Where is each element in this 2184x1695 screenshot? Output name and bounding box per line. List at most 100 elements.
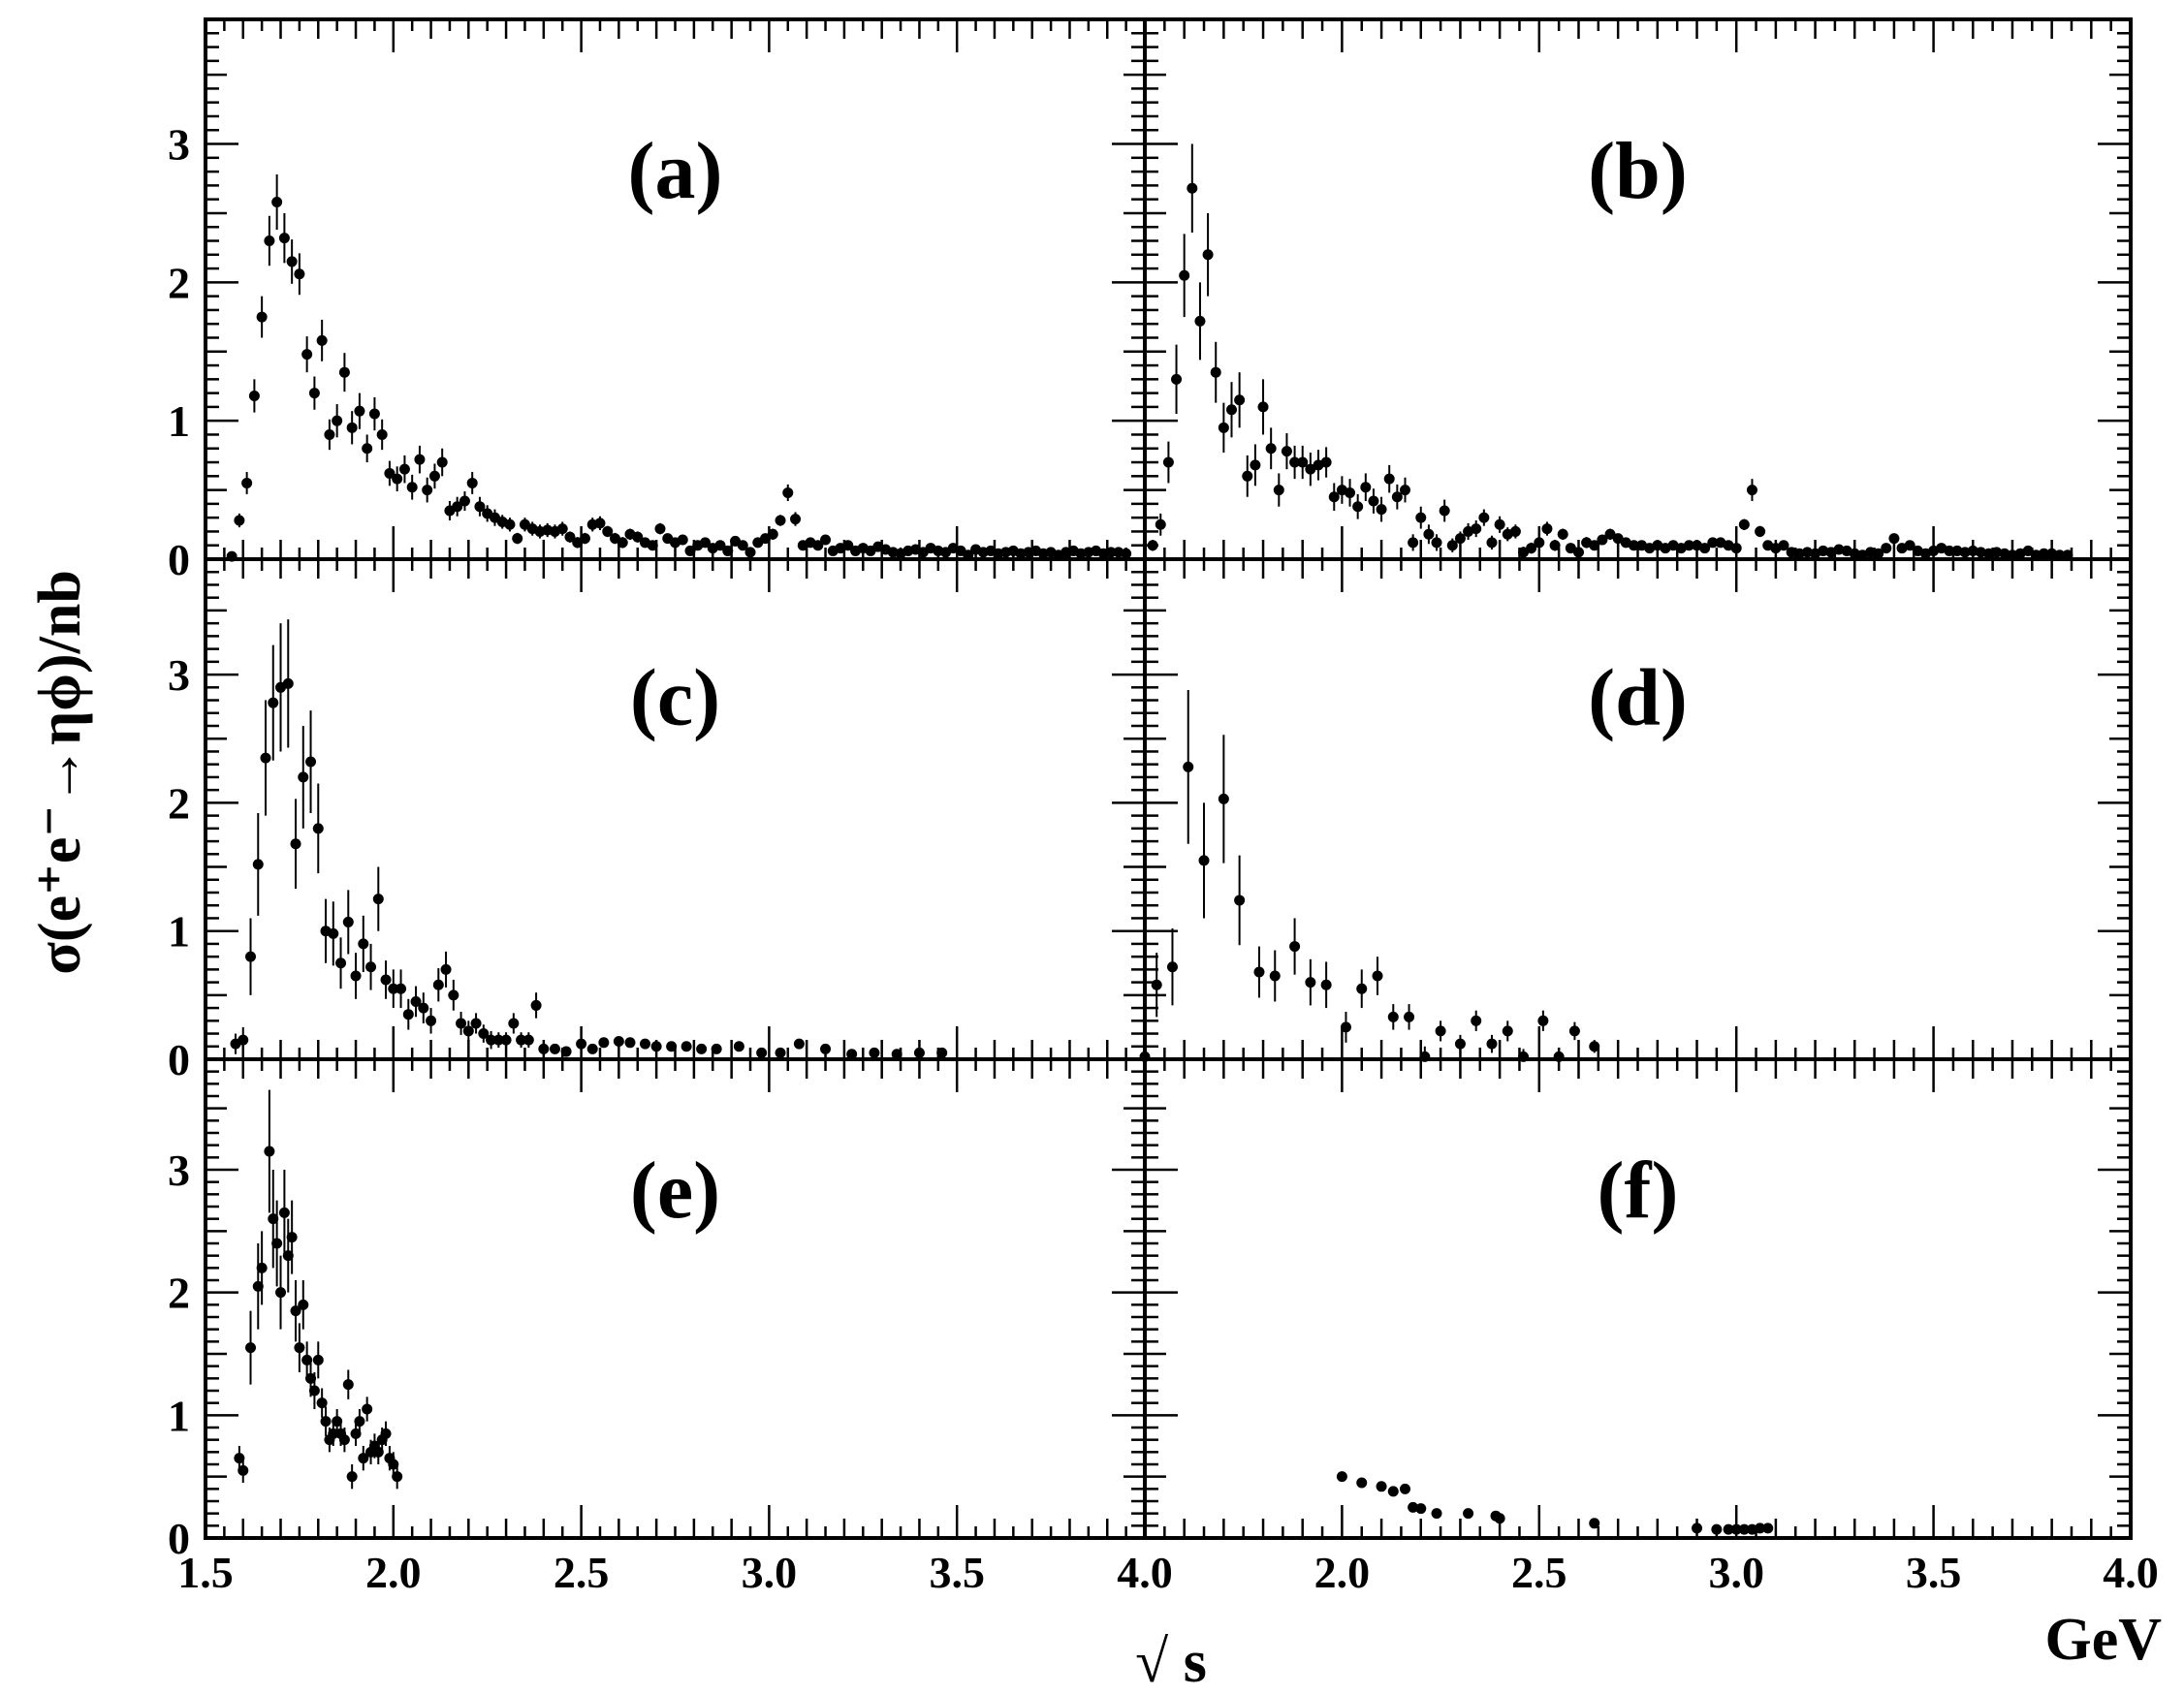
data-point <box>305 756 317 768</box>
data-point <box>392 473 403 485</box>
data-point <box>278 233 290 244</box>
y-tick-label: 3 <box>168 1146 190 1195</box>
data-point <box>237 1464 249 1476</box>
data-point <box>1162 456 1174 468</box>
data-point <box>308 1385 320 1397</box>
data-point <box>402 1009 414 1020</box>
data-point <box>462 1025 474 1037</box>
data-point <box>1967 545 1978 556</box>
data-point <box>1486 537 1498 549</box>
data-point <box>1404 1011 1415 1022</box>
data-point <box>1628 540 1639 551</box>
data-point <box>1399 485 1410 496</box>
data-point <box>338 366 350 378</box>
data-point <box>410 995 422 1007</box>
panel-frame <box>204 1057 1147 1540</box>
data-point <box>466 477 478 488</box>
data-point <box>1537 1015 1549 1026</box>
data-point <box>1494 518 1505 530</box>
data-point <box>1269 970 1281 982</box>
data-point <box>414 454 426 465</box>
data-point <box>354 1416 365 1428</box>
data-point <box>1360 482 1372 493</box>
data-point <box>1833 544 1845 555</box>
data-point <box>1699 543 1711 554</box>
data-point <box>1793 548 1805 559</box>
panel-a: (a) <box>204 17 1147 562</box>
data-point <box>1376 504 1387 516</box>
data-point <box>1415 512 1427 523</box>
data-point <box>1549 540 1561 551</box>
data-point <box>388 983 399 994</box>
data-point <box>275 1287 287 1299</box>
data-point <box>380 974 392 986</box>
panel-label: (c) <box>630 652 720 742</box>
data-point <box>422 485 433 496</box>
data-point <box>436 456 448 468</box>
data-point <box>338 1434 350 1446</box>
y-tick-label: 0 <box>168 1035 190 1084</box>
data-point <box>790 514 802 525</box>
data-point <box>812 540 824 551</box>
data-point <box>842 540 854 551</box>
data-point <box>1121 548 1132 559</box>
data-point <box>1305 463 1316 475</box>
data-point <box>241 477 253 488</box>
y-tick-label: 1 <box>168 396 190 446</box>
data-point <box>372 894 384 905</box>
data-point <box>312 1354 324 1365</box>
data-point <box>332 1416 343 1428</box>
data-point <box>820 534 832 546</box>
data-point <box>380 1428 392 1439</box>
data-point <box>256 1262 268 1273</box>
data-point <box>396 983 407 994</box>
data-point <box>1991 547 2003 558</box>
data-point <box>522 1034 534 1046</box>
data-point <box>1383 473 1395 485</box>
data-point <box>1818 545 1829 556</box>
data-point <box>268 697 279 708</box>
data-point <box>384 467 396 479</box>
data-point <box>1265 443 1277 455</box>
data-point <box>1155 518 1166 530</box>
data-point <box>1534 537 1545 549</box>
data-point <box>1345 487 1356 498</box>
data-point <box>392 1471 403 1483</box>
data-point <box>278 1207 290 1218</box>
data-point <box>1328 491 1340 503</box>
data-point <box>1738 518 1750 530</box>
data-point <box>556 523 568 535</box>
panel-label: (f) <box>1598 1146 1679 1236</box>
data-point <box>1888 533 1900 545</box>
data-point <box>594 518 606 529</box>
data-point <box>1234 394 1246 406</box>
data-point <box>1801 547 1813 558</box>
data-point <box>1541 523 1553 535</box>
data-point <box>1250 459 1261 471</box>
data-point <box>268 1213 279 1225</box>
panel-d: (d) <box>1139 557 2133 1062</box>
data-point <box>775 1047 786 1058</box>
data-point <box>486 1034 497 1046</box>
data-point <box>1502 1025 1513 1037</box>
x-tick-label: 1.5 <box>177 1548 234 1597</box>
axis-layer: 0 1 2 3 0 1 2 3 0 1 2 3 1.5 2.0 2.5 3.0 3.5 4.0 2.0 2.5 3.0 3… <box>168 120 2159 1597</box>
data-point <box>782 487 794 498</box>
data-point <box>793 1038 805 1050</box>
data-point <box>632 531 644 543</box>
data-point <box>1408 537 1419 549</box>
panel-frame <box>204 557 1147 1061</box>
data-point <box>1289 941 1301 953</box>
data-point <box>500 1034 512 1046</box>
data-point <box>1187 182 1198 194</box>
data-point <box>290 838 301 850</box>
data-point <box>294 268 305 280</box>
data-point <box>358 1453 369 1464</box>
panel-label: (e) <box>630 1146 720 1236</box>
data-point <box>1194 315 1206 327</box>
data-point <box>617 537 628 549</box>
data-point <box>305 1372 317 1384</box>
data-point <box>428 470 440 482</box>
data-point <box>492 1034 504 1046</box>
x-tick-label: 4.0 <box>1117 1548 1173 1597</box>
